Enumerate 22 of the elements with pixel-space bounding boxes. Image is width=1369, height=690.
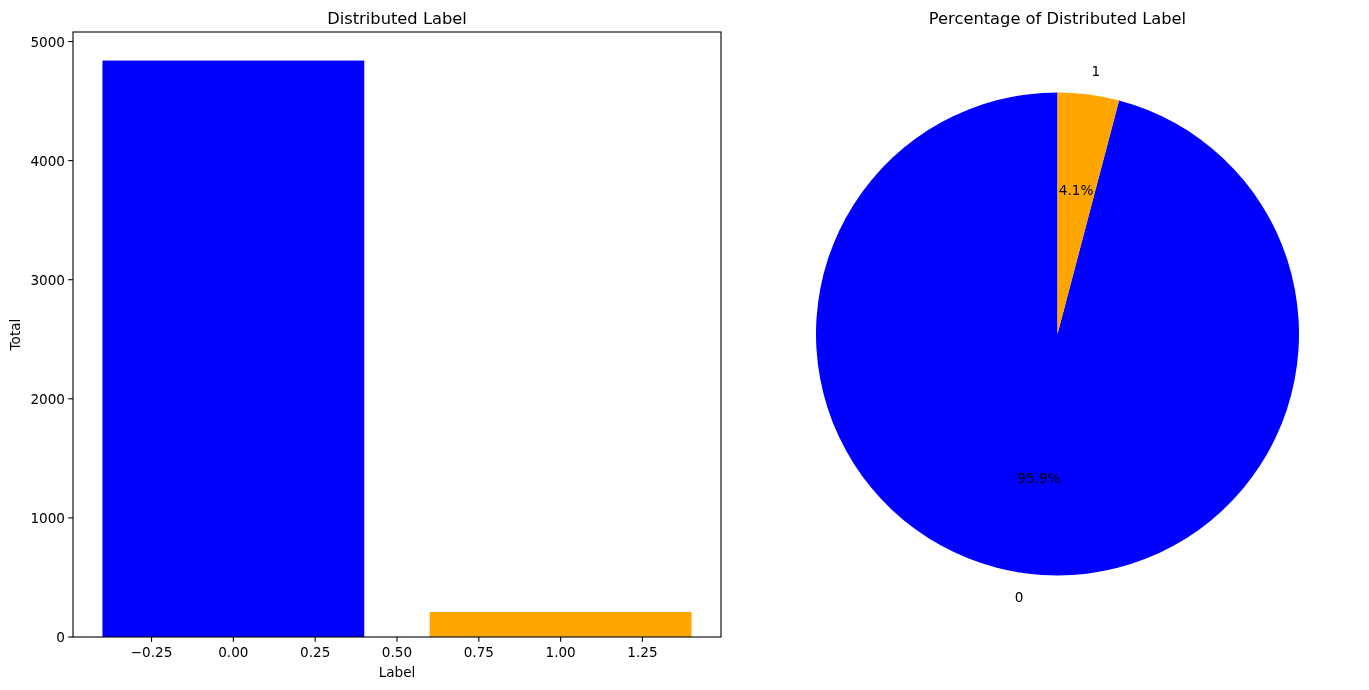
y-tick-label: 5000 [30,33,65,50]
y-tick-label: 0 [56,629,65,645]
slice-label: 0 [1014,589,1024,606]
y-tick-label: 4000 [30,152,65,169]
x-tick-label: 0.75 [463,644,494,660]
slice-label: 1 [1091,62,1101,79]
pie-slice [816,92,1299,576]
y-axis-title: Total [7,318,23,352]
chart-title: Percentage of Distributed Label [928,8,1187,28]
x-tick-label: −0.25 [130,644,173,660]
data-label: 4.1% [1058,182,1094,199]
x-tick-label: 1.00 [545,644,576,660]
x-tick-label: 1.25 [627,644,658,660]
x-axis-title: Label [378,664,416,680]
data-label: 95.9% [1017,469,1061,486]
y-tick-label: 3000 [30,271,65,288]
y-tick-label: 2000 [30,390,65,407]
x-tick-label: 0.25 [300,644,331,660]
y-tick-label: 1000 [30,509,65,526]
chart-title: Distributed Label [327,8,467,28]
x-tick-label: 0.00 [218,644,249,660]
x-tick-label: 0.50 [381,644,413,660]
